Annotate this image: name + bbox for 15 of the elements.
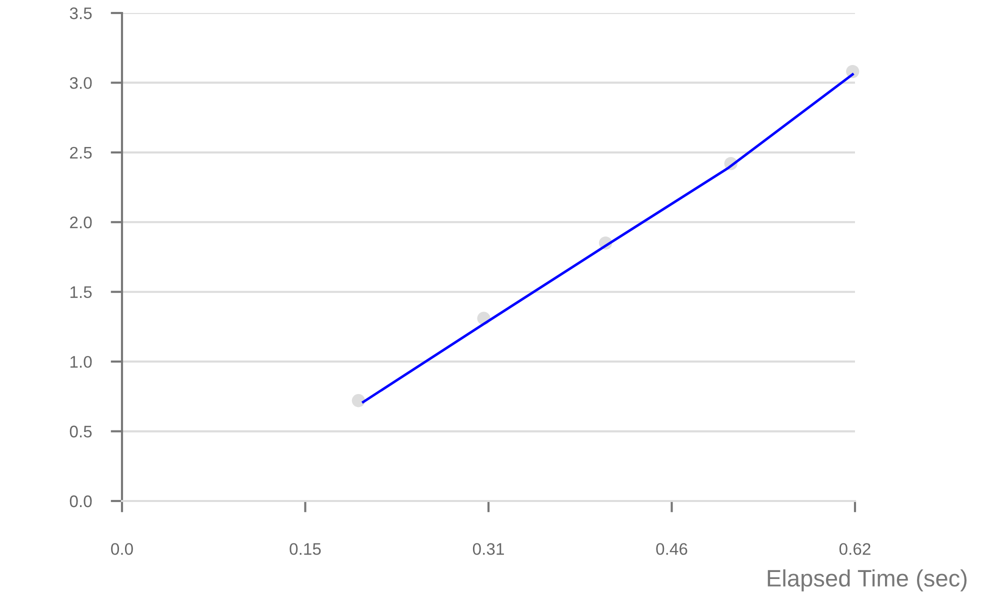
y-tick-label: 0.5 (70, 426, 92, 438)
x-tick-label: 0.31 (472, 543, 504, 555)
y-tick-label: 2.5 (70, 146, 92, 159)
y-tick-label: 1.5 (70, 286, 92, 298)
y-tick-label: 0.0 (70, 495, 92, 508)
y-tick-label: 2.0 (70, 216, 92, 228)
y-tick-label: 3.0 (70, 77, 92, 89)
x-tick-label: 0.0 (111, 543, 133, 555)
x-tick-label: 0.62 (839, 543, 870, 555)
x-axis-title: Elapsed Time (sec) (768, 569, 967, 592)
y-tick-label: 1.0 (70, 356, 92, 368)
x-tick-label: 0.46 (656, 543, 688, 555)
y-tick-label: 3.5 (70, 7, 92, 20)
x-tick-label: 0.15 (290, 543, 321, 555)
point (352, 394, 366, 408)
